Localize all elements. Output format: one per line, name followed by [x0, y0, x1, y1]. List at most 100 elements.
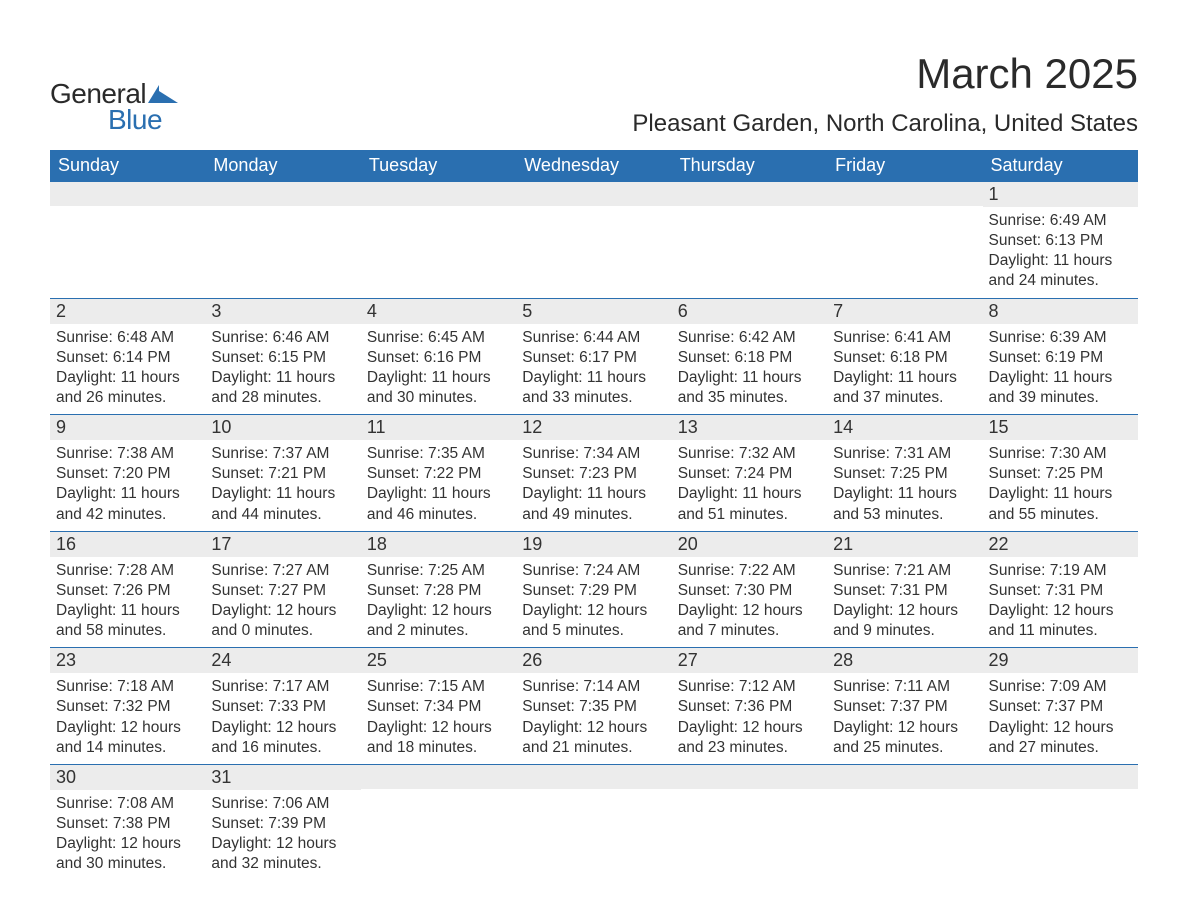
day-body: Sunrise: 7:25 AMSunset: 7:28 PMDaylight:… — [361, 557, 516, 648]
calendar-week-row: 23Sunrise: 7:18 AMSunset: 7:32 PMDayligh… — [50, 648, 1138, 765]
sunset-text: Sunset: 7:20 PM — [56, 464, 199, 484]
day-number: 15 — [983, 415, 1138, 440]
daylight-line2: and 39 minutes. — [989, 388, 1132, 408]
daylight-line1: Daylight: 11 hours — [56, 484, 199, 504]
daylight-line2: and 25 minutes. — [833, 738, 976, 758]
day-body: Sunrise: 7:30 AMSunset: 7:25 PMDaylight:… — [983, 440, 1138, 531]
daylight-line2: and 14 minutes. — [56, 738, 199, 758]
calendar-day-cell: 14Sunrise: 7:31 AMSunset: 7:25 PMDayligh… — [827, 415, 982, 532]
title-block: March 2025 Pleasant Garden, North Caroli… — [632, 50, 1138, 138]
day-body — [983, 789, 1138, 867]
daylight-line2: and 21 minutes. — [522, 738, 665, 758]
calendar-day-cell — [361, 182, 516, 299]
day-body: Sunrise: 7:34 AMSunset: 7:23 PMDaylight:… — [516, 440, 671, 531]
weekday-header: Sunday — [50, 150, 205, 182]
daylight-line1: Daylight: 12 hours — [833, 718, 976, 738]
daylight-line2: and 23 minutes. — [678, 738, 821, 758]
daylight-line2: and 42 minutes. — [56, 505, 199, 525]
daylight-line1: Daylight: 11 hours — [989, 368, 1132, 388]
daylight-line1: Daylight: 12 hours — [678, 601, 821, 621]
daylight-line1: Daylight: 12 hours — [211, 718, 354, 738]
day-body: Sunrise: 7:27 AMSunset: 7:27 PMDaylight:… — [205, 557, 360, 648]
daylight-line1: Daylight: 12 hours — [989, 718, 1132, 738]
calendar-body: 1Sunrise: 6:49 AMSunset: 6:13 PMDaylight… — [50, 182, 1138, 881]
sunset-text: Sunset: 7:31 PM — [833, 581, 976, 601]
daylight-line2: and 11 minutes. — [989, 621, 1132, 641]
calendar-day-cell: 17Sunrise: 7:27 AMSunset: 7:27 PMDayligh… — [205, 531, 360, 648]
calendar-day-cell: 24Sunrise: 7:17 AMSunset: 7:33 PMDayligh… — [205, 648, 360, 765]
sunset-text: Sunset: 7:25 PM — [833, 464, 976, 484]
day-body — [361, 789, 516, 867]
sunset-text: Sunset: 7:37 PM — [989, 697, 1132, 717]
sunrise-text: Sunrise: 7:28 AM — [56, 561, 199, 581]
day-body: Sunrise: 7:24 AMSunset: 7:29 PMDaylight:… — [516, 557, 671, 648]
day-body: Sunrise: 7:21 AMSunset: 7:31 PMDaylight:… — [827, 557, 982, 648]
sunrise-text: Sunrise: 7:22 AM — [678, 561, 821, 581]
sunset-text: Sunset: 6:18 PM — [678, 348, 821, 368]
sunrise-text: Sunrise: 6:49 AM — [989, 211, 1132, 231]
calendar-day-cell — [361, 764, 516, 880]
day-body: Sunrise: 7:22 AMSunset: 7:30 PMDaylight:… — [672, 557, 827, 648]
daylight-line1: Daylight: 11 hours — [833, 368, 976, 388]
day-body: Sunrise: 6:45 AMSunset: 6:16 PMDaylight:… — [361, 324, 516, 415]
sunrise-text: Sunrise: 7:09 AM — [989, 677, 1132, 697]
day-body: Sunrise: 7:09 AMSunset: 7:37 PMDaylight:… — [983, 673, 1138, 764]
day-body — [205, 206, 360, 284]
daylight-line2: and 26 minutes. — [56, 388, 199, 408]
day-number: 29 — [983, 648, 1138, 673]
day-body — [50, 206, 205, 284]
sunset-text: Sunset: 6:17 PM — [522, 348, 665, 368]
daylight-line2: and 2 minutes. — [367, 621, 510, 641]
sunset-text: Sunset: 6:14 PM — [56, 348, 199, 368]
calendar-day-cell — [50, 182, 205, 299]
calendar-day-cell: 20Sunrise: 7:22 AMSunset: 7:30 PMDayligh… — [672, 531, 827, 648]
calendar-day-cell: 15Sunrise: 7:30 AMSunset: 7:25 PMDayligh… — [983, 415, 1138, 532]
calendar-day-cell: 21Sunrise: 7:21 AMSunset: 7:31 PMDayligh… — [827, 531, 982, 648]
daylight-line1: Daylight: 12 hours — [56, 718, 199, 738]
day-number — [827, 765, 982, 789]
sunrise-text: Sunrise: 7:35 AM — [367, 444, 510, 464]
day-number: 18 — [361, 532, 516, 557]
sunrise-text: Sunrise: 7:06 AM — [211, 794, 354, 814]
sunrise-text: Sunrise: 7:08 AM — [56, 794, 199, 814]
sunset-text: Sunset: 6:18 PM — [833, 348, 976, 368]
daylight-line2: and 33 minutes. — [522, 388, 665, 408]
calendar-day-cell: 23Sunrise: 7:18 AMSunset: 7:32 PMDayligh… — [50, 648, 205, 765]
location-subtitle: Pleasant Garden, North Carolina, United … — [632, 110, 1138, 138]
day-number: 7 — [827, 299, 982, 324]
day-body: Sunrise: 6:42 AMSunset: 6:18 PMDaylight:… — [672, 324, 827, 415]
daylight-line1: Daylight: 12 hours — [678, 718, 821, 738]
day-number: 10 — [205, 415, 360, 440]
sunrise-text: Sunrise: 7:15 AM — [367, 677, 510, 697]
day-body — [516, 206, 671, 284]
day-number: 23 — [50, 648, 205, 673]
daylight-line2: and 27 minutes. — [989, 738, 1132, 758]
daylight-line1: Daylight: 12 hours — [989, 601, 1132, 621]
sunset-text: Sunset: 7:22 PM — [367, 464, 510, 484]
day-body: Sunrise: 7:11 AMSunset: 7:37 PMDaylight:… — [827, 673, 982, 764]
sunset-text: Sunset: 7:21 PM — [211, 464, 354, 484]
day-number: 24 — [205, 648, 360, 673]
sunset-text: Sunset: 6:15 PM — [211, 348, 354, 368]
sunset-text: Sunset: 7:23 PM — [522, 464, 665, 484]
day-number — [516, 182, 671, 206]
sunrise-text: Sunrise: 6:42 AM — [678, 328, 821, 348]
sunset-text: Sunset: 7:39 PM — [211, 814, 354, 834]
sunrise-text: Sunrise: 7:34 AM — [522, 444, 665, 464]
sunrise-text: Sunrise: 7:24 AM — [522, 561, 665, 581]
day-number: 27 — [672, 648, 827, 673]
day-body: Sunrise: 7:28 AMSunset: 7:26 PMDaylight:… — [50, 557, 205, 648]
day-body: Sunrise: 7:19 AMSunset: 7:31 PMDaylight:… — [983, 557, 1138, 648]
calendar-day-cell: 2Sunrise: 6:48 AMSunset: 6:14 PMDaylight… — [50, 298, 205, 415]
daylight-line1: Daylight: 11 hours — [367, 368, 510, 388]
calendar-day-cell: 30Sunrise: 7:08 AMSunset: 7:38 PMDayligh… — [50, 764, 205, 880]
sunrise-text: Sunrise: 7:21 AM — [833, 561, 976, 581]
daylight-line1: Daylight: 11 hours — [522, 368, 665, 388]
sunrise-text: Sunrise: 6:41 AM — [833, 328, 976, 348]
sunset-text: Sunset: 7:36 PM — [678, 697, 821, 717]
calendar-day-cell: 1Sunrise: 6:49 AMSunset: 6:13 PMDaylight… — [983, 182, 1138, 299]
day-number: 14 — [827, 415, 982, 440]
calendar-day-cell — [827, 182, 982, 299]
daylight-line1: Daylight: 11 hours — [522, 484, 665, 504]
day-body: Sunrise: 7:32 AMSunset: 7:24 PMDaylight:… — [672, 440, 827, 531]
